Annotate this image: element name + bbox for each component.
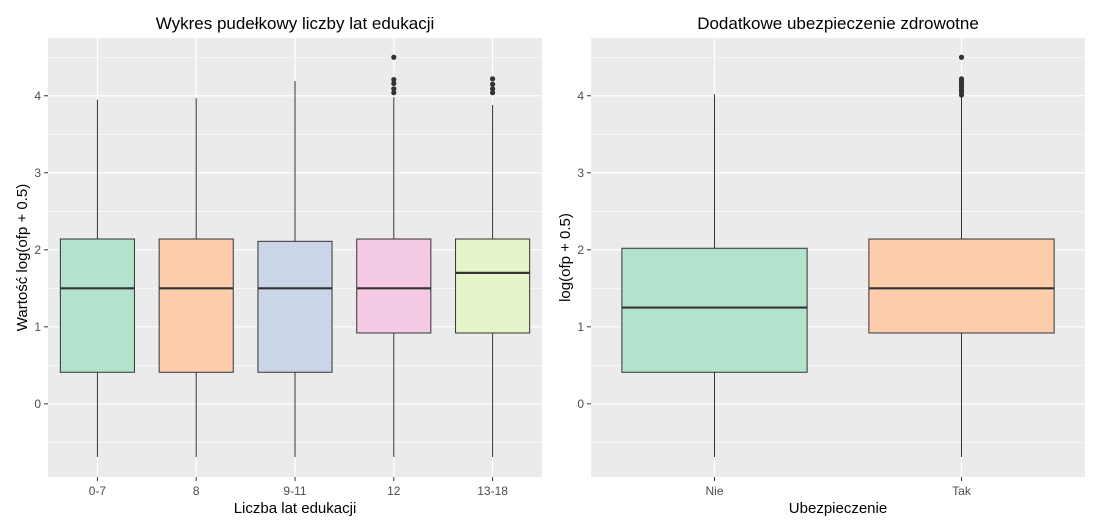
box-Nie: [621, 94, 808, 457]
chart-title: Dodatkowe ubezpieczenie zdrowotne: [697, 14, 979, 33]
y-tick-label: 4: [577, 89, 584, 103]
boxes: [59, 54, 531, 457]
outlier-point: [490, 86, 496, 92]
box-13-18: [455, 76, 531, 457]
outlier-point: [958, 76, 965, 82]
x-tick-label: 0-7: [89, 484, 107, 498]
box-body: [455, 238, 531, 334]
box-body: [356, 238, 432, 334]
box-8: [158, 98, 234, 457]
y-tick-label: 1: [577, 320, 584, 334]
y-tick-label: 0: [577, 397, 584, 411]
x-tick-label: 13-18: [477, 484, 508, 498]
outlier-point: [490, 76, 496, 82]
outlier-point: [391, 90, 397, 96]
outlier-point: [490, 90, 496, 96]
outlier-point: [391, 86, 397, 92]
x-tick-label: 9-11: [283, 484, 306, 498]
x-tick-label: 12: [387, 484, 401, 498]
x-axis-title: Ubezpieczenie: [789, 500, 887, 517]
box-12: [356, 54, 432, 457]
x-axis-title: Liczba lat edukacji: [234, 500, 357, 517]
x-axis-ticks: Nie Tak: [705, 477, 972, 498]
box-Tak: [868, 54, 1055, 457]
box-body: [158, 238, 234, 373]
chart-title: Wykres pudełkowy liczby lat edukacji: [156, 14, 435, 33]
outlier-point: [391, 76, 397, 83]
outlier-point: [958, 54, 965, 60]
box-body: [868, 238, 1055, 334]
x-tick-label: Tak: [952, 484, 972, 498]
y-axis-title: log(ofp + 0.5): [557, 213, 574, 302]
y-tick-label: 3: [34, 166, 41, 180]
y-tick-label: 2: [34, 243, 41, 257]
box-0-7: [59, 99, 135, 457]
panel-insurance: Dodatkowe ubezpieczenie zdrowotne 01234 …: [557, 14, 1085, 517]
x-tick-label: Nie: [705, 484, 723, 498]
box-body: [257, 240, 333, 373]
y-tick-label: 3: [577, 166, 584, 180]
outlier-point: [391, 54, 397, 60]
y-tick-label: 4: [34, 89, 41, 103]
y-tick-label: 1: [34, 320, 41, 334]
y-tick-label: 0: [34, 397, 41, 411]
outlier-point: [490, 81, 496, 87]
y-axis-title: Wartość log(ofp + 0.5): [14, 184, 31, 331]
x-tick-label: 8: [193, 484, 200, 498]
y-axis-ticks: 0 1 2 3 4: [577, 89, 591, 411]
boxes: [621, 54, 1055, 457]
box-body: [59, 238, 135, 373]
outlier-point: [391, 80, 397, 87]
x-axis-ticks: 0-7 8 9-11 12 13-18: [89, 477, 508, 498]
y-tick-label: 2: [577, 243, 584, 257]
box-body: [621, 247, 808, 373]
box-9-11: [257, 81, 333, 457]
panel-education: Wykres pudełkowy liczby lat edukacji 012…: [14, 14, 542, 517]
y-axis-ticks: 0 1 2 3 4: [34, 89, 48, 411]
